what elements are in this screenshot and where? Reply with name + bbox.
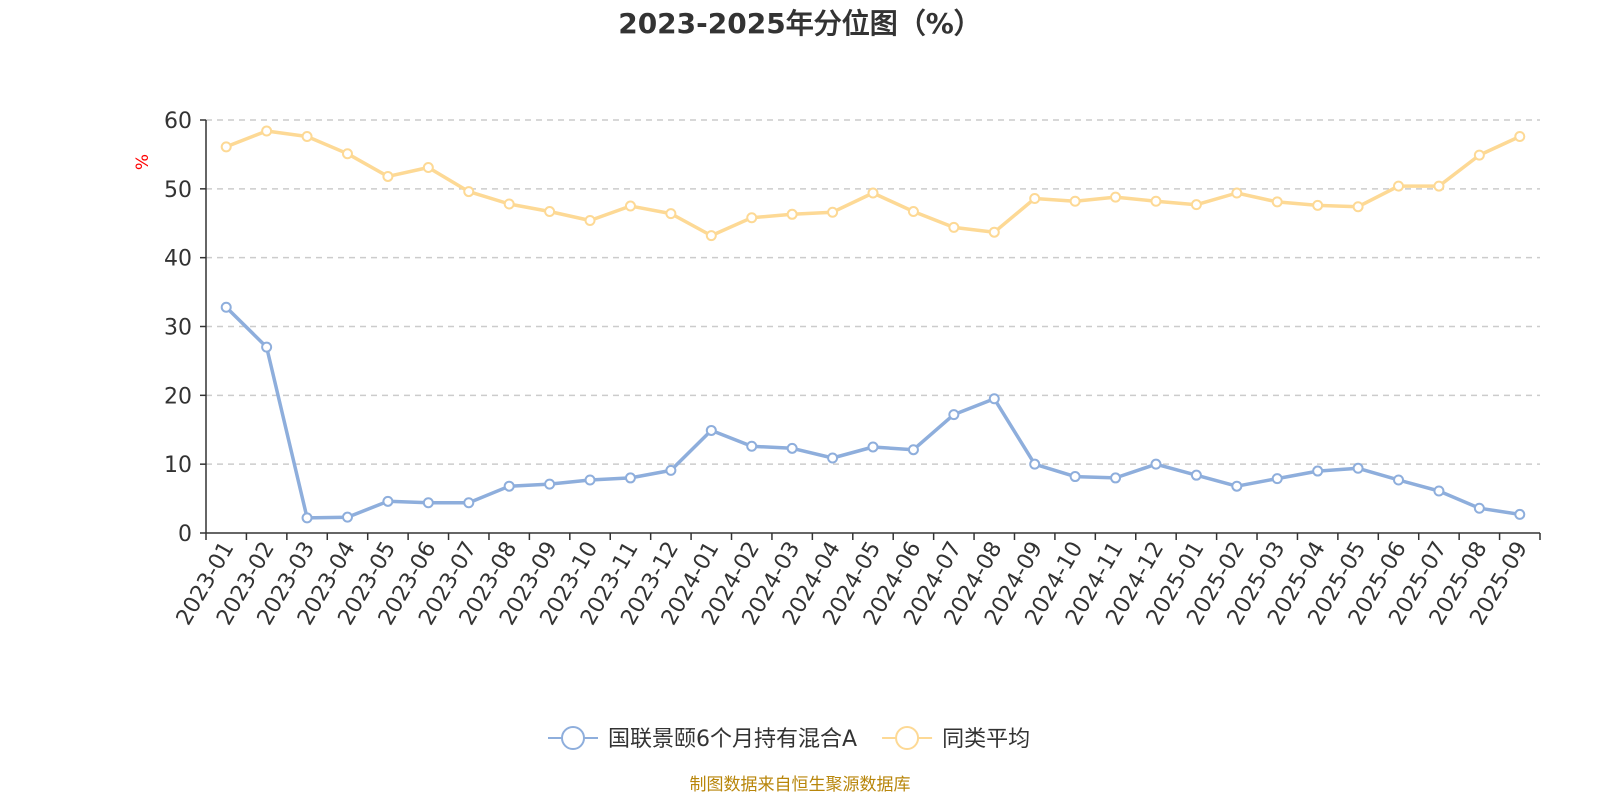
data-point <box>907 444 919 456</box>
data-point <box>746 440 758 452</box>
y-tick-label: 20 <box>164 384 192 409</box>
data-point <box>1433 485 1445 497</box>
data-point <box>1029 458 1041 470</box>
x-tick-labels: 2023-012023-022023-032023-042023-052023-… <box>172 538 1533 630</box>
y-tick-label: 60 <box>164 109 192 134</box>
y-tick-label: 40 <box>164 247 192 272</box>
data-point <box>503 198 515 210</box>
data-point <box>544 478 556 490</box>
data-point <box>1110 472 1122 484</box>
data-point <box>301 131 313 143</box>
data-point <box>1393 180 1405 192</box>
data-point <box>1312 199 1324 211</box>
data-point <box>907 206 919 218</box>
data-point <box>867 187 879 199</box>
data-point <box>988 393 1000 405</box>
data-point <box>261 341 273 353</box>
data-point <box>948 409 960 421</box>
data-point <box>1190 469 1202 481</box>
data-point <box>463 186 475 198</box>
data-point <box>624 200 636 212</box>
data-point <box>1029 192 1041 204</box>
data-point <box>463 497 475 509</box>
legend-item-0[interactable]: 国联景颐6个月持有混合A <box>548 726 857 752</box>
data-point <box>746 212 758 224</box>
data-point <box>988 226 1000 238</box>
legend-marker-icon <box>895 726 920 750</box>
data-point <box>1231 187 1243 199</box>
data-point <box>948 221 960 233</box>
data-point <box>665 208 677 220</box>
data-point <box>220 301 232 313</box>
series-0 <box>220 301 1526 524</box>
data-point <box>1150 458 1162 470</box>
y-axis-unit-label: % <box>133 154 153 170</box>
data-point <box>665 464 677 476</box>
data-point <box>382 170 394 182</box>
y-tick-label: 10 <box>164 453 192 478</box>
data-point <box>382 495 394 507</box>
series-line <box>224 129 1522 238</box>
data-point <box>544 206 556 218</box>
data-point <box>867 441 879 453</box>
axes <box>200 119 1541 540</box>
data-point <box>1514 508 1526 520</box>
data-point <box>1069 471 1081 483</box>
data-point <box>1514 131 1526 143</box>
series-line <box>224 305 1522 520</box>
data-point <box>827 206 839 218</box>
data-point <box>1473 502 1485 514</box>
data-point <box>1231 480 1243 492</box>
data-point <box>705 424 717 436</box>
legend-item-1[interactable]: 同类平均 <box>882 726 1030 752</box>
data-point <box>261 125 273 137</box>
y-tick-label: 30 <box>164 316 192 341</box>
data-point <box>422 497 434 509</box>
data-source-note: 制图数据来自恒生聚源数据库 <box>690 775 911 795</box>
data-point <box>584 474 596 486</box>
data-point <box>503 480 515 492</box>
data-point <box>1312 465 1324 477</box>
data-point <box>786 442 798 454</box>
chart-title: 2023-2025年分位图（%） <box>618 7 982 40</box>
data-point <box>341 148 353 160</box>
data-point <box>1352 201 1364 213</box>
data-point <box>827 452 839 464</box>
data-point <box>1110 191 1122 203</box>
y-tick-label: 0 <box>178 522 192 547</box>
data-point <box>1190 199 1202 211</box>
data-point <box>705 230 717 242</box>
data-point <box>341 511 353 523</box>
data-point <box>1069 195 1081 207</box>
y-tick-labels: 0 10 20 30 40 50 60 <box>164 109 192 547</box>
data-point <box>1393 474 1405 486</box>
data-point <box>422 161 434 173</box>
data-point <box>786 208 798 220</box>
legend[interactable]: 国联景颐6个月持有混合A 同类平均 <box>548 726 1030 752</box>
data-point <box>220 141 232 153</box>
legend-label: 国联景颐6个月持有混合A <box>608 727 857 752</box>
series-1 <box>220 125 1526 242</box>
legend-label: 同类平均 <box>942 727 1030 752</box>
y-tick-label: 50 <box>164 178 192 203</box>
legend-marker-icon <box>561 726 585 750</box>
data-point <box>301 512 313 524</box>
data-point <box>1352 462 1364 474</box>
data-point <box>624 472 636 484</box>
gridlines <box>206 119 1540 465</box>
data-point <box>584 214 596 226</box>
data-point <box>1473 149 1485 161</box>
data-point <box>1150 195 1162 207</box>
data-point <box>1271 473 1283 485</box>
data-point <box>1433 180 1445 192</box>
data-point <box>1271 196 1283 208</box>
series-layer <box>220 125 1526 524</box>
